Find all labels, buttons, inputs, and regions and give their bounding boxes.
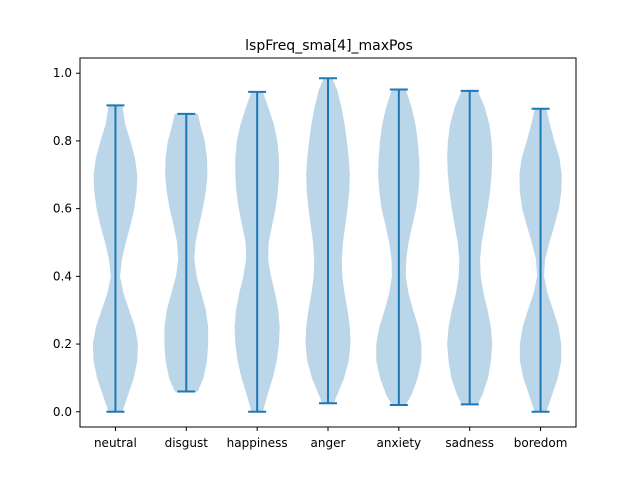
y-tick-label: 0.6 <box>53 202 72 216</box>
y-tick-label: 1.0 <box>53 66 72 80</box>
x-tick-label: boredom <box>514 436 568 450</box>
plot-frame <box>79 57 577 428</box>
y-tick-label: 0.0 <box>53 405 72 419</box>
x-tick-label: happiness <box>227 436 288 450</box>
y-axis: 0.0 0.2 0.4 0.6 0.8 1.0 <box>53 66 80 419</box>
x-tick-label: disgust <box>165 436 209 450</box>
violins-group <box>92 77 562 413</box>
violin-boredom <box>519 107 562 413</box>
chart-title: lspFreq_sma[4]_maxPos <box>245 38 413 54</box>
violin-happiness <box>234 90 280 413</box>
violin-sadness <box>447 89 493 406</box>
violin-disgust <box>164 112 209 393</box>
x-tick-label: neutral <box>94 436 137 450</box>
y-tick-label: 0.8 <box>53 134 72 148</box>
y-tick-label: 0.4 <box>53 269 72 283</box>
violin-neutral <box>92 104 138 413</box>
violin-anxiety <box>376 88 422 406</box>
x-axis: neutral disgust happiness anger anxiety sadne… <box>94 427 567 450</box>
violin-anger <box>305 77 351 405</box>
x-tick-label: sadness <box>445 436 494 450</box>
y-tick-label: 0.2 <box>53 337 72 351</box>
x-tick-label: anxiety <box>377 436 422 450</box>
x-tick-label: anger <box>311 436 346 450</box>
